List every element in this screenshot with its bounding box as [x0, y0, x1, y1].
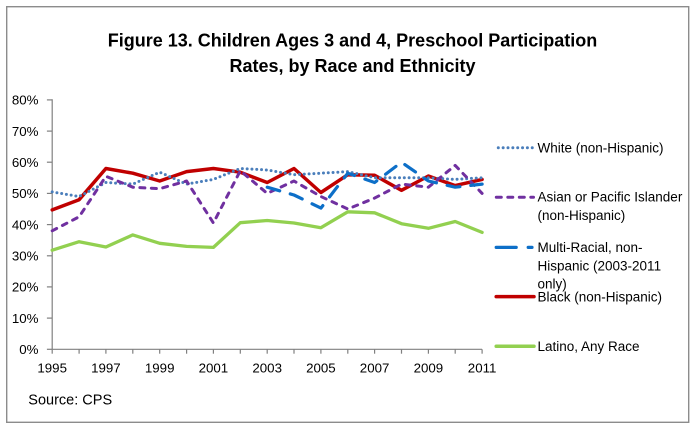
svg-text:30%: 30% [12, 249, 39, 264]
svg-text:(non-Hispanic): (non-Hispanic) [538, 208, 626, 223]
svg-text:1995: 1995 [37, 361, 67, 376]
svg-text:only): only) [538, 277, 567, 292]
svg-text:2009: 2009 [414, 361, 444, 376]
svg-text:Rates, by Race and Ethnicity: Rates, by Race and Ethnicity [229, 56, 475, 76]
svg-text:40%: 40% [12, 217, 39, 232]
svg-text:2003: 2003 [252, 361, 282, 376]
svg-text:White (non-Hispanic): White (non-Hispanic) [538, 140, 664, 155]
svg-text:2011: 2011 [468, 361, 497, 376]
svg-text:Figure 13. Children Ages 3 and: Figure 13. Children Ages 3 and 4, Presch… [108, 30, 597, 50]
svg-text:20%: 20% [12, 280, 39, 295]
svg-text:50%: 50% [12, 186, 39, 201]
svg-text:2007: 2007 [360, 361, 390, 376]
svg-text:Source: CPS: Source: CPS [28, 392, 112, 408]
svg-text:60%: 60% [12, 155, 39, 170]
svg-text:80%: 80% [12, 93, 39, 108]
svg-text:0%: 0% [19, 342, 38, 357]
svg-text:Black (non-Hispanic): Black (non-Hispanic) [538, 289, 663, 304]
svg-text:Hispanic (2003-2011: Hispanic (2003-2011 [538, 258, 662, 273]
svg-text:1997: 1997 [91, 361, 121, 376]
svg-text:10%: 10% [12, 311, 39, 326]
svg-text:Latino, Any Race: Latino, Any Race [538, 339, 640, 354]
svg-text:2005: 2005 [306, 361, 336, 376]
svg-text:70%: 70% [12, 124, 39, 139]
svg-text:Asian or Pacific Islander: Asian or Pacific Islander [538, 190, 683, 205]
svg-text:2001: 2001 [199, 361, 229, 376]
svg-text:1999: 1999 [145, 361, 175, 376]
svg-text:Multi-Racial, non-: Multi-Racial, non- [538, 240, 643, 255]
